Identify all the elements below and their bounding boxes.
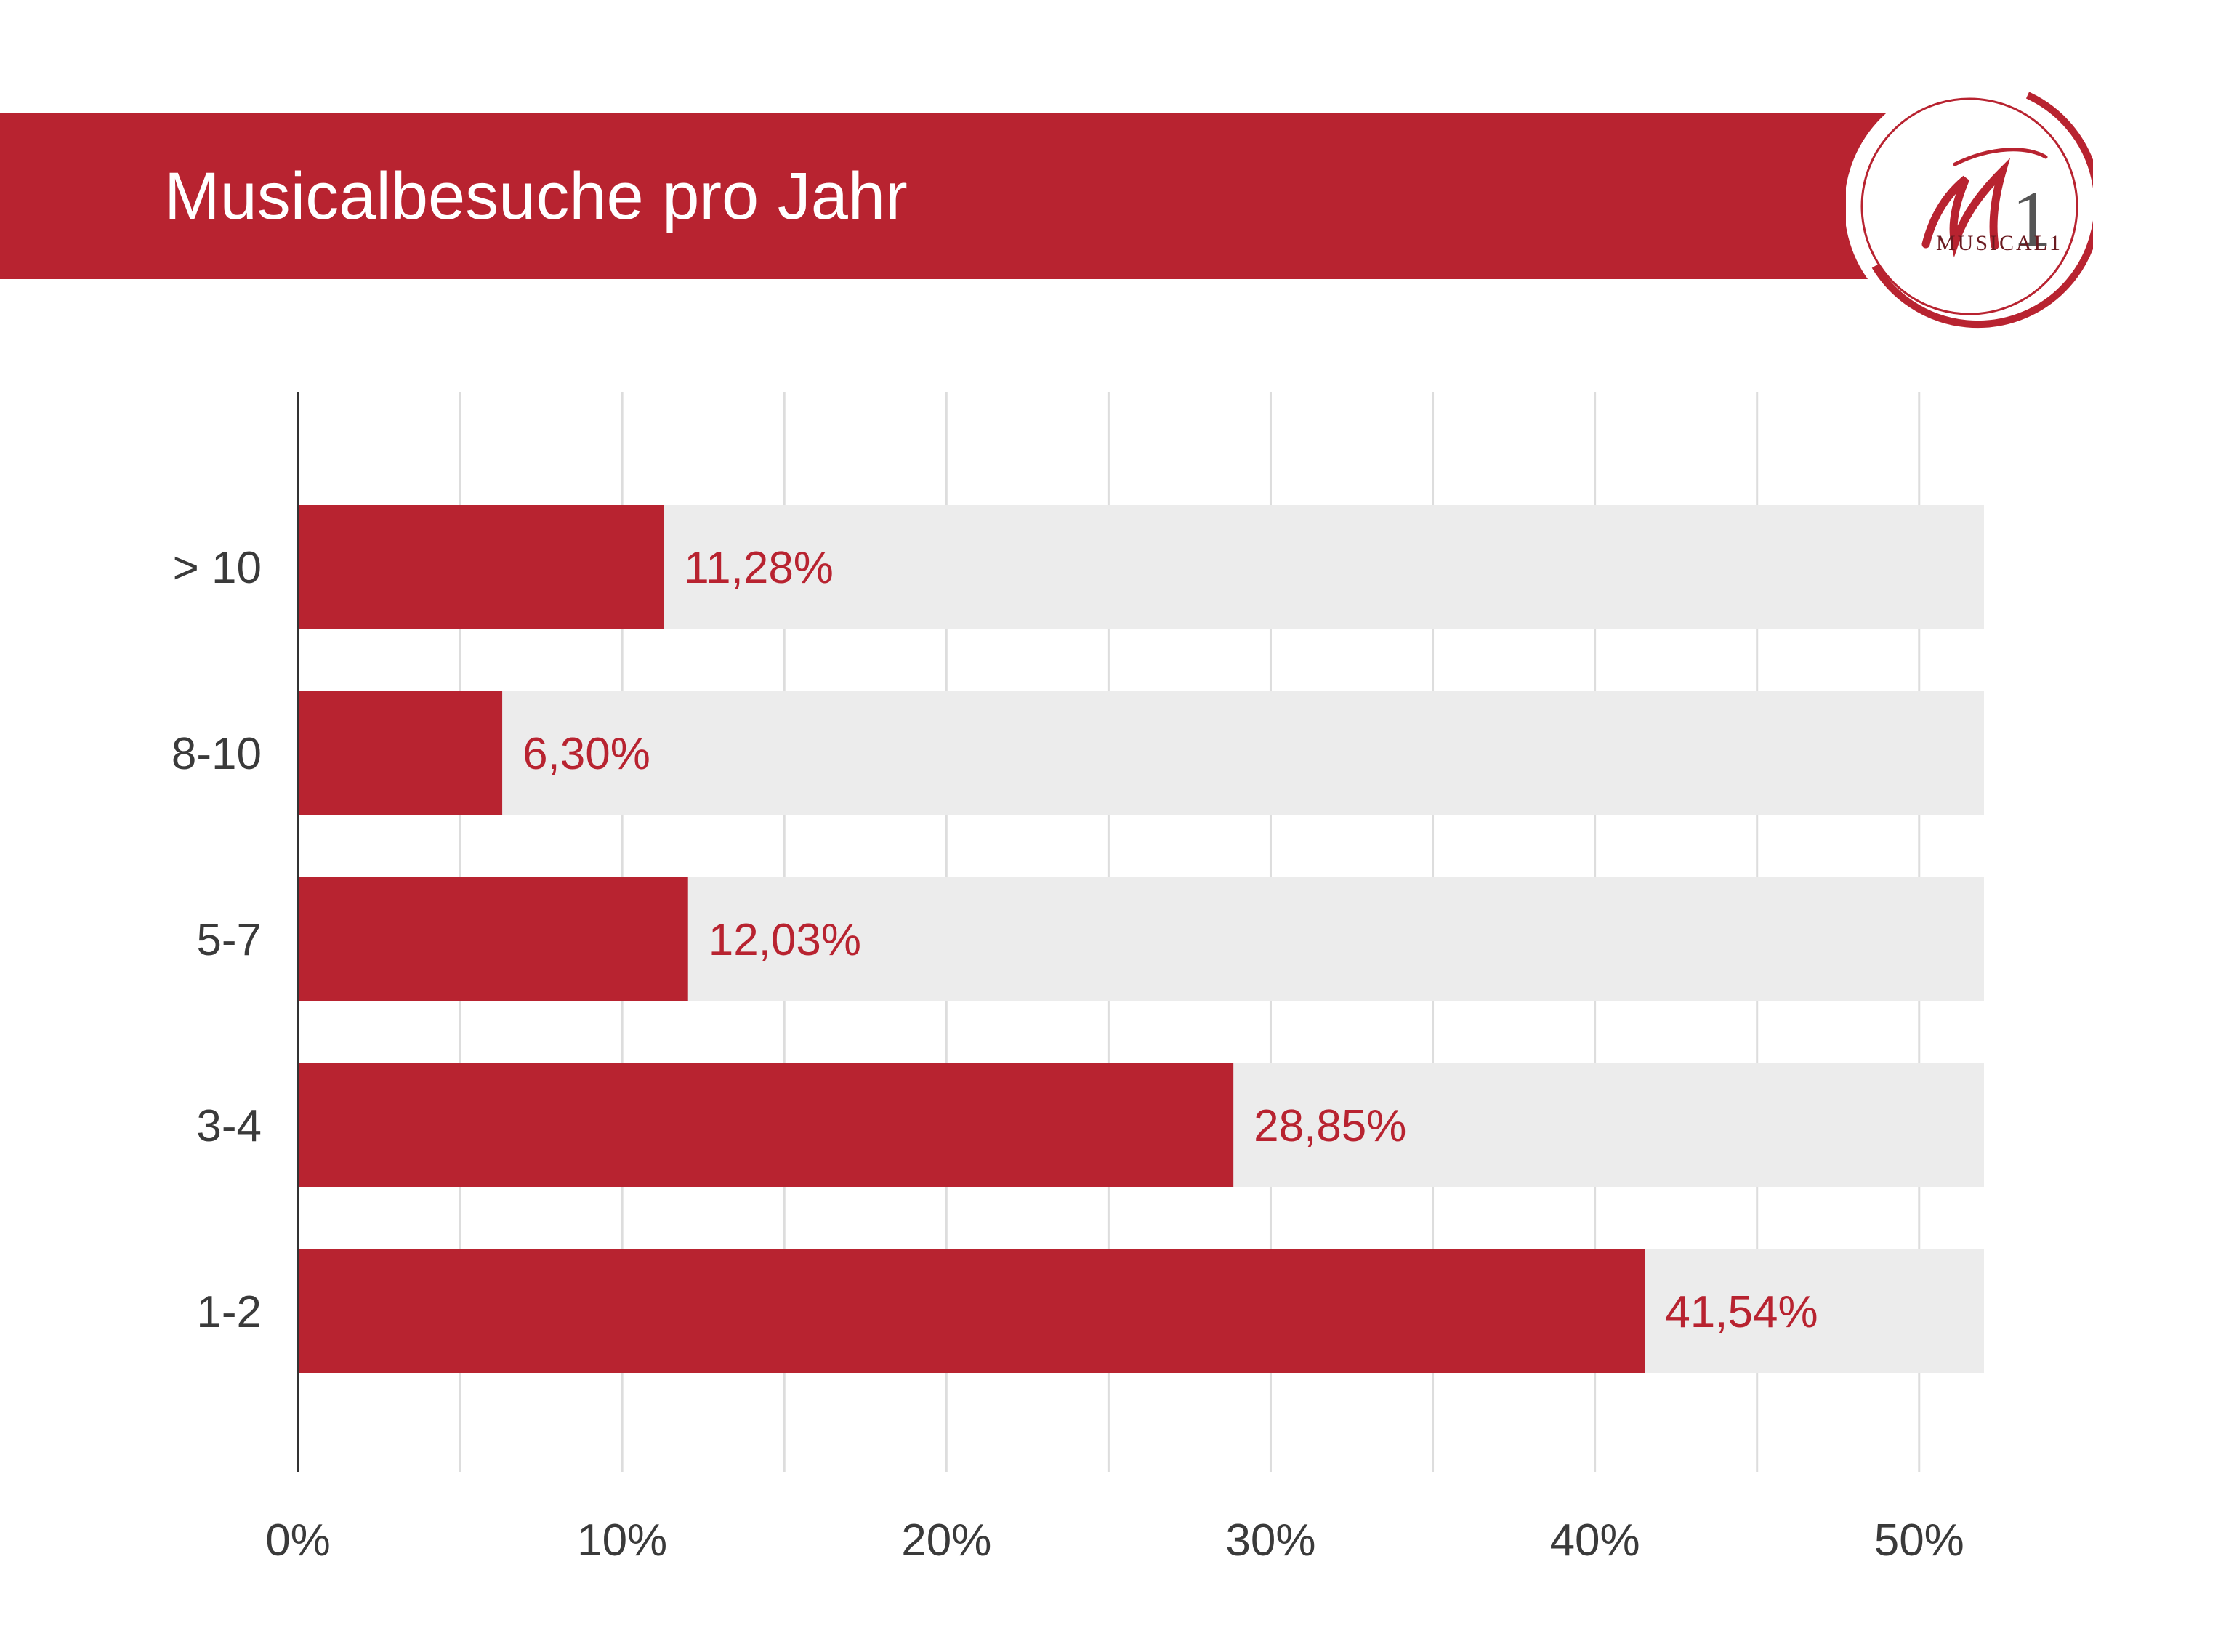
x-tick-label: 30%: [1225, 1515, 1315, 1566]
category-label: > 10: [173, 543, 262, 593]
bar: [298, 505, 664, 629]
logo-ring-swoosh: [1871, 92, 2093, 329]
title-banner: [0, 113, 1919, 279]
category-label: 8-10: [172, 729, 262, 779]
x-tick-label: 50%: [1874, 1515, 1964, 1566]
category-label: 1-2: [196, 1287, 262, 1337]
bars: [298, 505, 1645, 1373]
logo-m-swash: [1953, 148, 2048, 166]
logo-m-glyph: [1921, 158, 2011, 258]
bar: [298, 691, 503, 815]
data-label: 6,30%: [523, 729, 650, 779]
x-tick-label: 40%: [1550, 1515, 1640, 1566]
category-label: 5-7: [196, 915, 262, 965]
bar: [298, 1249, 1645, 1373]
data-label: 12,03%: [709, 915, 861, 965]
x-tick-label: 0%: [265, 1515, 331, 1566]
logo-ring-inner: [1860, 97, 2078, 315]
data-label: 41,54%: [1665, 1287, 1818, 1337]
bar: [298, 877, 688, 1001]
musical1-logo: 1: [1846, 81, 2093, 331]
x-tick-label: 10%: [577, 1515, 667, 1566]
data-labels: 11,28% 6,30% 12,03% 28,85% 41,54%: [523, 543, 1818, 1337]
x-tick-labels: 0% 10% 20% 30% 40% 50%: [265, 1515, 1964, 1566]
bar-track: [298, 691, 1984, 815]
category-labels: > 10 8-10 5-7 3-4 1-2: [172, 543, 262, 1337]
chart-title: Musicalbesuche pro Jahr: [164, 159, 908, 233]
logo-one-glyph: 1: [2012, 174, 2052, 263]
data-label: 28,85%: [1254, 1101, 1406, 1151]
data-label: 11,28%: [684, 543, 834, 593]
bar: [298, 1063, 1234, 1187]
category-label: 3-4: [196, 1101, 262, 1151]
logo-wordmark: MUSICAL1: [1935, 231, 2062, 255]
x-tick-label: 20%: [901, 1515, 991, 1566]
